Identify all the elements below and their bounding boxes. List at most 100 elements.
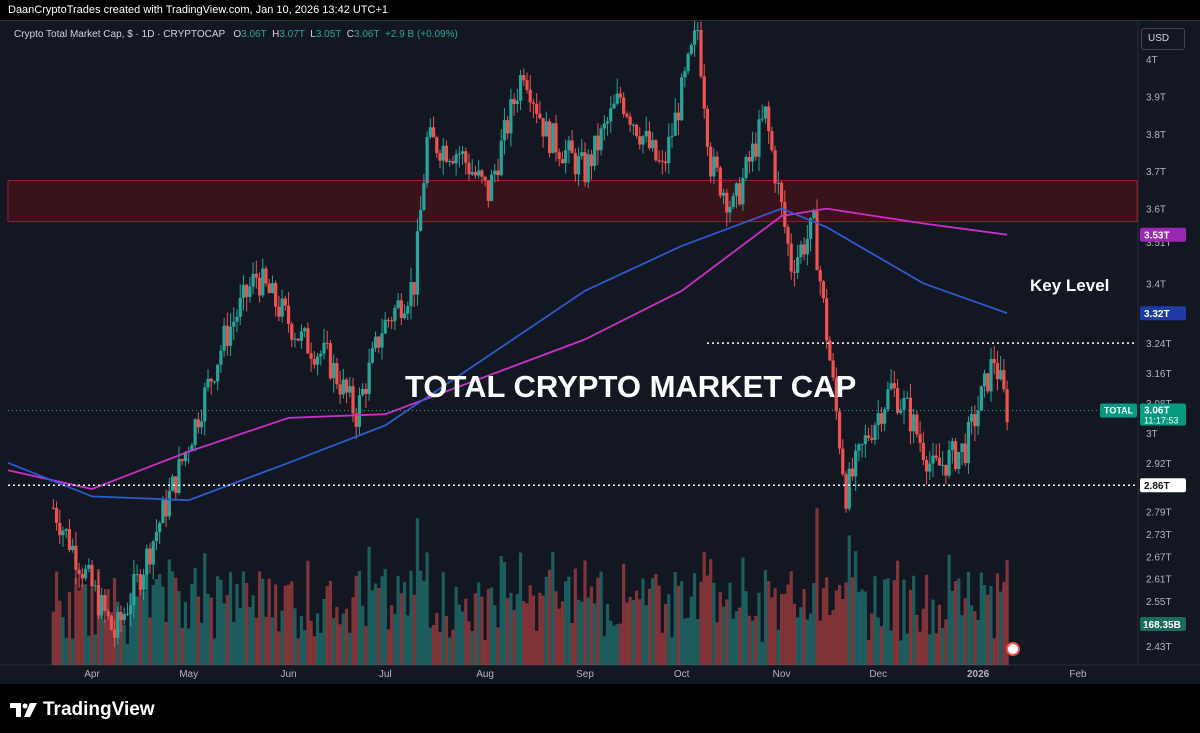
candle-body[interactable] <box>692 30 697 45</box>
candle-body[interactable] <box>103 595 107 612</box>
candle-body[interactable] <box>734 183 739 196</box>
candle-body[interactable] <box>506 120 510 134</box>
candle-body[interactable] <box>116 611 120 638</box>
candle-body[interactable] <box>489 174 494 201</box>
candle-body[interactable] <box>460 151 465 154</box>
candle-body[interactable] <box>219 350 223 365</box>
candle-body[interactable] <box>170 476 175 491</box>
candle-body[interactable] <box>892 383 896 389</box>
candle-body[interactable] <box>950 441 954 450</box>
candle-body[interactable] <box>312 358 316 365</box>
candle-body[interactable] <box>976 410 980 427</box>
candle-body[interactable] <box>989 358 993 392</box>
candle-body[interactable] <box>718 167 722 196</box>
candle-body[interactable] <box>615 93 619 104</box>
candle-body[interactable] <box>251 273 255 287</box>
candle-body[interactable] <box>747 157 751 162</box>
moving-average-fast-line[interactable] <box>7 207 1008 490</box>
candle-body[interactable] <box>348 386 352 393</box>
candle-body[interactable] <box>412 282 416 295</box>
candle-body[interactable] <box>222 325 226 351</box>
candle-body[interactable] <box>267 283 271 294</box>
candle-body[interactable] <box>299 331 304 341</box>
candle-body[interactable] <box>496 170 500 176</box>
candle-body[interactable] <box>177 459 181 493</box>
candle-body[interactable] <box>644 130 648 137</box>
candle-body[interactable] <box>796 257 800 273</box>
candle-body[interactable] <box>515 100 519 105</box>
candle-body[interactable] <box>112 629 117 638</box>
candle-body[interactable] <box>689 44 693 54</box>
candle-body[interactable] <box>470 172 474 175</box>
candle-body[interactable] <box>763 106 768 119</box>
candle-body[interactable] <box>377 336 381 348</box>
candle-body[interactable] <box>799 244 803 258</box>
candle-body[interactable] <box>779 182 784 203</box>
candle-body[interactable] <box>654 140 658 161</box>
candle-body[interactable] <box>715 156 719 168</box>
economic-event-icon[interactable] <box>1006 642 1020 656</box>
candle-body[interactable] <box>67 529 72 551</box>
candle-body[interactable] <box>122 614 126 620</box>
candle-body[interactable] <box>773 150 777 184</box>
candle-body[interactable] <box>908 397 913 432</box>
candle-body[interactable] <box>296 338 300 341</box>
candle-body[interactable] <box>386 319 391 321</box>
candle-body[interactable] <box>667 136 671 164</box>
candle-body[interactable] <box>431 127 436 138</box>
candle-body[interactable] <box>493 170 497 175</box>
candle-body[interactable] <box>145 548 149 575</box>
candle-body[interactable] <box>699 30 703 77</box>
candle-body[interactable] <box>902 398 906 410</box>
candle-body[interactable] <box>602 123 606 129</box>
candle-body[interactable] <box>966 421 971 464</box>
candle-body[interactable] <box>992 358 996 364</box>
candle-body[interactable] <box>315 356 320 365</box>
candle-body[interactable] <box>451 161 455 164</box>
candle-body[interactable] <box>857 444 861 451</box>
candle-body[interactable] <box>254 273 258 278</box>
candle-body[interactable] <box>100 595 104 616</box>
candle-body[interactable] <box>106 611 110 617</box>
candle-body[interactable] <box>1005 389 1009 423</box>
candle-body[interactable] <box>502 120 507 141</box>
candle-body[interactable] <box>953 441 958 470</box>
candle-body[interactable] <box>657 160 661 162</box>
candle-body[interactable] <box>634 124 639 137</box>
candle-body[interactable] <box>876 413 880 426</box>
candle-body[interactable] <box>573 153 577 175</box>
candle-body[interactable] <box>999 370 1003 380</box>
candle-body[interactable] <box>364 388 368 395</box>
candle-body[interactable] <box>663 161 668 164</box>
candle-body[interactable] <box>344 379 349 393</box>
candle-body[interactable] <box>199 421 204 428</box>
candle-body[interactable] <box>232 321 236 327</box>
candle-body[interactable] <box>74 545 78 570</box>
candle-body[interactable] <box>741 177 745 205</box>
candle-body[interactable] <box>448 161 452 163</box>
candle-body[interactable] <box>696 30 700 32</box>
candle-body[interactable] <box>406 306 410 314</box>
resistance-zone[interactable] <box>7 180 1138 223</box>
candle-body[interactable] <box>895 388 900 413</box>
candle-body[interactable] <box>164 500 168 517</box>
candle-body[interactable] <box>419 209 423 232</box>
candle-body[interactable] <box>235 316 239 322</box>
candle-body[interactable] <box>854 450 858 477</box>
candle-body[interactable] <box>564 150 568 164</box>
candle-body[interactable] <box>290 324 294 340</box>
candle-body[interactable] <box>808 218 813 239</box>
candle-body[interactable] <box>979 386 983 411</box>
candle-body[interactable] <box>628 116 632 125</box>
candle-body[interactable] <box>425 136 429 184</box>
candle-body[interactable] <box>135 574 139 576</box>
candle-body[interactable] <box>538 113 542 119</box>
candle-body[interactable] <box>986 373 990 392</box>
candle-body[interactable] <box>402 313 407 319</box>
candle-body[interactable] <box>886 389 890 410</box>
candle-body[interactable] <box>351 386 355 414</box>
candle-body[interactable] <box>322 342 326 354</box>
candle-body[interactable] <box>277 306 281 317</box>
candle-body[interactable] <box>245 284 249 297</box>
candle-body[interactable] <box>593 135 597 166</box>
